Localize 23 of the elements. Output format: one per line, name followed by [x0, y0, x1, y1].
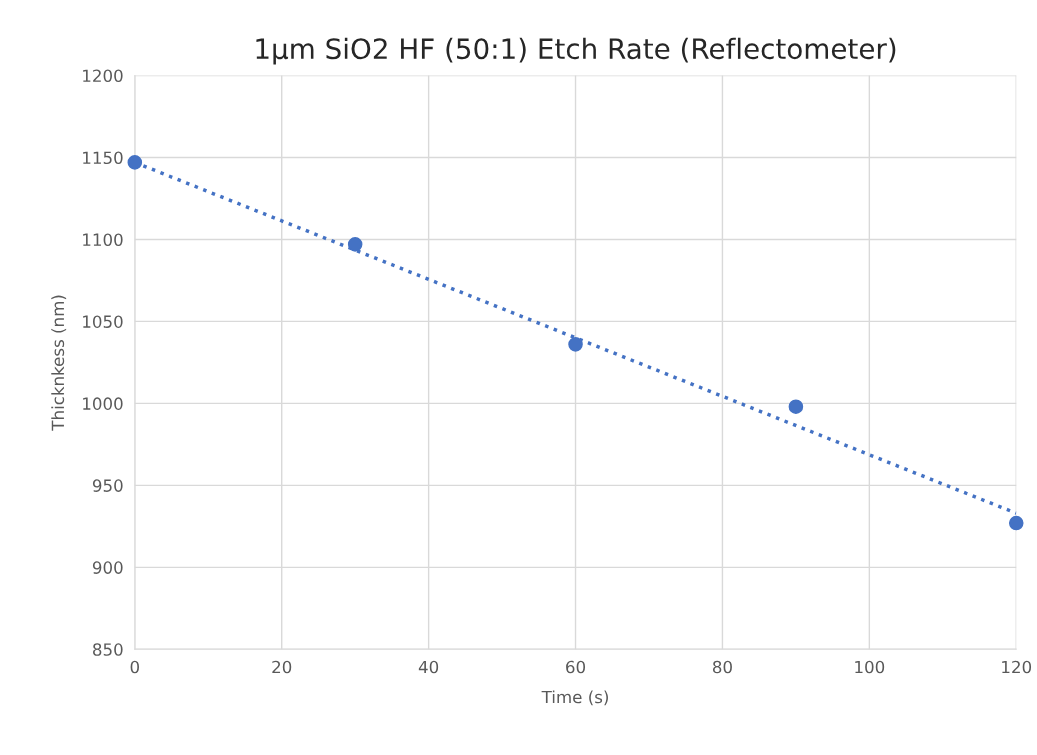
- x-tick-label: 100: [855, 660, 885, 674]
- chart-title: 1µm SiO2 HF (50:1) Etch Rate (Reflectometer): [256, 37, 896, 65]
- point: [127, 155, 143, 170]
- y-tick-label: 1000: [83, 397, 123, 410]
- y-axis-title: Thicknkess (nm): [51, 295, 67, 431]
- y-tick-label: 900: [92, 561, 123, 574]
- point: [788, 399, 804, 414]
- y-tick-label: 1100: [83, 233, 123, 247]
- x-tick-label: 120: [1002, 660, 1032, 674]
- y-tick-label: 1200: [83, 69, 123, 83]
- x-tick-label: 20: [272, 660, 292, 674]
- x-tick-label: 80: [712, 660, 732, 674]
- y-tick-label: 1150: [83, 151, 123, 165]
- point: [347, 237, 363, 252]
- x-tick-label: 0: [130, 660, 140, 674]
- y-tick-label: 1050: [83, 315, 123, 328]
- y-tick-label: 850: [93, 643, 123, 656]
- x-tick-label: 40: [418, 660, 439, 674]
- point: [568, 337, 583, 352]
- y-tick-label: 950: [92, 479, 123, 492]
- point: [1008, 515, 1024, 531]
- x-axis-title: Time (s): [541, 690, 608, 706]
- x-tick-label: 60: [566, 660, 586, 674]
